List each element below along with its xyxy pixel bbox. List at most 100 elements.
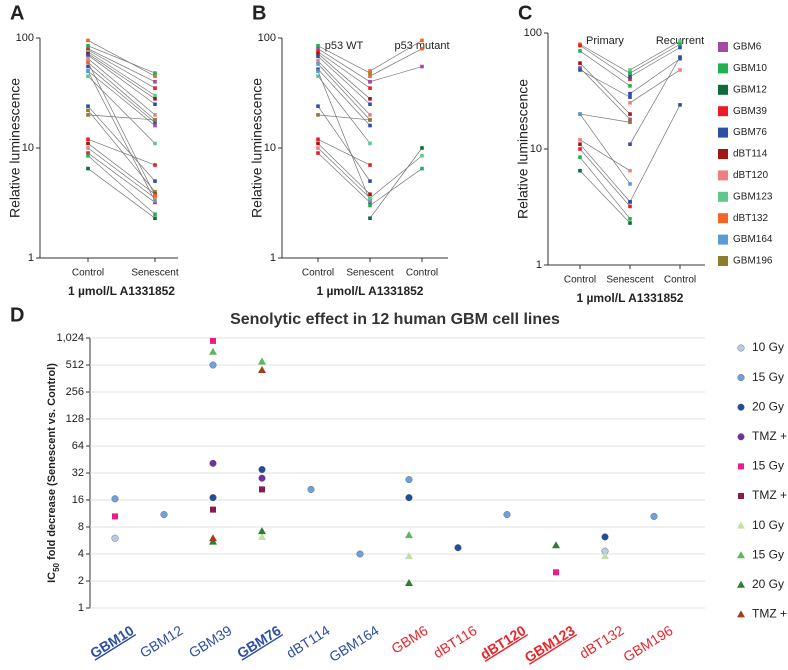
marker-triangle [737, 610, 745, 618]
marker-triangle [209, 347, 217, 355]
marker-triangle [405, 578, 413, 586]
data-point [153, 212, 157, 217]
x-tick-label: GBM39 [186, 622, 235, 661]
connector-line [579, 170, 631, 224]
marker-triangle [209, 534, 217, 542]
marker-square [210, 506, 216, 513]
connector-line [579, 113, 631, 185]
marker-circle [737, 433, 745, 441]
connector-line [87, 75, 156, 144]
data-point [628, 221, 632, 225]
x-tick-label: GBM10 [87, 622, 137, 661]
data-point [628, 95, 632, 99]
data-point [678, 55, 682, 59]
connector-line [317, 60, 371, 116]
marker-triangle [258, 366, 266, 374]
connector-line [629, 43, 681, 74]
connector-line [87, 62, 156, 121]
marker-triangle [737, 580, 745, 588]
connector-line [579, 43, 631, 74]
legend-label: TMZ + A1155 [752, 488, 788, 502]
connector-line [579, 113, 631, 123]
data-point [153, 196, 157, 200]
connector-line [87, 70, 156, 202]
data-point [420, 64, 424, 69]
data-point [86, 60, 90, 65]
data-point [578, 49, 582, 53]
x-tick-label: GBM196 [620, 622, 676, 665]
y-tick-label: 10 [22, 142, 34, 154]
legend-swatch [718, 127, 728, 138]
panel-label: C [518, 2, 532, 24]
legend-label: GBM196 [733, 256, 773, 267]
y-tick-label: 2 [78, 575, 84, 587]
data-point [368, 113, 372, 117]
y-tick-label: 10 [530, 143, 542, 155]
connector-line [87, 155, 156, 215]
data-point [316, 151, 320, 155]
x-tick-label: Control [664, 275, 696, 286]
x-tick-label: Senescent [346, 268, 393, 279]
annotation: p53 WT [325, 40, 364, 52]
marker-square [259, 486, 265, 493]
marker-circle [405, 494, 413, 502]
marker-square [210, 337, 216, 344]
data-point [578, 142, 582, 146]
marker-triangle [552, 541, 560, 549]
data-point [153, 71, 157, 75]
connector-line [317, 75, 371, 144]
data-point [86, 38, 90, 43]
connector-line [369, 168, 423, 206]
y-tick-label: 1 [78, 602, 84, 614]
connector-line [87, 49, 156, 89]
legend-label: GBM12 [733, 84, 767, 95]
legend-swatch [718, 63, 728, 74]
connector-line [317, 138, 371, 166]
x-tick-label: GBM123 [522, 622, 578, 665]
x-tick-label: dBT116 [430, 622, 479, 661]
connector-line [579, 50, 631, 87]
data-point [86, 113, 90, 117]
legend-label: 10 Gy + Nav [752, 518, 788, 532]
connector-line [579, 148, 631, 207]
legend-label: dBT132 [733, 213, 768, 224]
data-point [368, 141, 372, 146]
connector-line [579, 143, 631, 203]
y-tick-label: 8 [78, 521, 84, 533]
data-point [316, 104, 320, 108]
connector-line [87, 40, 156, 77]
data-point [628, 217, 632, 221]
marker-circle [307, 485, 315, 493]
y-tick-label: 512 [66, 359, 84, 371]
data-point [368, 123, 372, 128]
connector-line [579, 139, 631, 171]
data-point [86, 137, 90, 142]
panel-label: A [10, 2, 24, 24]
legend-swatch [718, 234, 728, 245]
y-tick-label: 1 [28, 252, 34, 264]
data-point [578, 112, 582, 116]
y-tick-label: 1 [270, 252, 276, 264]
connector-line [317, 53, 371, 100]
connector-line [87, 45, 156, 74]
x-tick-label: Control [406, 268, 438, 279]
data-point [86, 49, 90, 54]
marker-circle [111, 495, 119, 503]
data-point [628, 120, 632, 125]
data-point [678, 45, 682, 50]
data-point [420, 38, 424, 43]
connector-line [317, 70, 371, 202]
x-tick-label: GBM12 [137, 622, 186, 661]
y-tick-label: 100 [258, 32, 276, 44]
connector-line [87, 62, 156, 196]
data-point [86, 141, 90, 146]
legend-label: 15 Gy + A1155 [752, 459, 788, 473]
legend-swatch [718, 84, 728, 95]
data-point [86, 64, 90, 69]
marker-square [738, 463, 744, 470]
legend-label: GBM39 [733, 106, 767, 117]
connector-line [629, 69, 681, 104]
marker-triangle [737, 551, 745, 559]
connector-line [579, 156, 631, 220]
marker-circle [650, 512, 658, 520]
